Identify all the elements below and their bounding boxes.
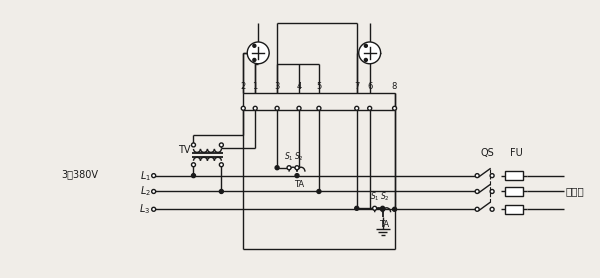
Text: 6: 6 [367, 83, 373, 91]
Circle shape [490, 207, 494, 211]
Circle shape [355, 106, 359, 110]
Text: 7: 7 [354, 83, 359, 91]
Text: 3～380V: 3～380V [61, 170, 98, 180]
Text: $S_1$: $S_1$ [284, 150, 294, 163]
Text: 5: 5 [316, 83, 322, 91]
Circle shape [475, 190, 479, 193]
Circle shape [220, 143, 223, 147]
Circle shape [191, 163, 196, 167]
Text: $S_1$: $S_1$ [370, 191, 380, 203]
Circle shape [241, 106, 245, 110]
Text: $S_2$: $S_2$ [294, 150, 304, 163]
Circle shape [247, 42, 269, 64]
Text: $S_2$: $S_2$ [380, 191, 389, 203]
Circle shape [475, 207, 479, 211]
Circle shape [368, 106, 371, 110]
Circle shape [392, 106, 397, 110]
Circle shape [152, 190, 155, 193]
Circle shape [191, 143, 196, 147]
Text: $L_1$: $L_1$ [140, 169, 151, 183]
Text: QS: QS [480, 148, 494, 158]
Text: TA: TA [380, 220, 389, 229]
Circle shape [364, 44, 367, 47]
Circle shape [364, 58, 367, 61]
Circle shape [275, 106, 279, 110]
Circle shape [152, 207, 155, 211]
Bar [505, 171, 523, 180]
Text: TV: TV [178, 145, 190, 155]
Circle shape [380, 207, 385, 211]
Circle shape [287, 166, 291, 170]
Circle shape [295, 174, 299, 178]
Circle shape [317, 106, 321, 110]
Circle shape [220, 190, 223, 193]
Circle shape [275, 166, 279, 170]
Text: $L_2$: $L_2$ [140, 185, 151, 198]
Text: TA: TA [294, 180, 304, 188]
Bar [505, 205, 523, 214]
Circle shape [380, 206, 385, 210]
Text: 接负载: 接负载 [566, 187, 584, 197]
Circle shape [297, 106, 301, 110]
Circle shape [253, 58, 256, 61]
Circle shape [490, 174, 494, 178]
Text: 3: 3 [274, 83, 280, 91]
Circle shape [373, 206, 377, 210]
Circle shape [317, 190, 321, 193]
Circle shape [295, 166, 299, 170]
Circle shape [359, 42, 380, 64]
Text: 4: 4 [296, 83, 302, 91]
Text: 1: 1 [253, 83, 258, 91]
Circle shape [253, 106, 257, 110]
Text: FU: FU [509, 148, 523, 158]
Circle shape [392, 207, 397, 211]
Circle shape [475, 174, 479, 178]
Circle shape [253, 44, 256, 47]
Circle shape [191, 174, 196, 178]
Bar [505, 187, 523, 196]
Text: $L_3$: $L_3$ [139, 202, 151, 216]
Circle shape [220, 163, 223, 167]
Text: 8: 8 [392, 83, 397, 91]
Text: 2: 2 [241, 83, 246, 91]
Circle shape [355, 206, 359, 210]
Circle shape [152, 174, 155, 178]
Circle shape [490, 190, 494, 193]
